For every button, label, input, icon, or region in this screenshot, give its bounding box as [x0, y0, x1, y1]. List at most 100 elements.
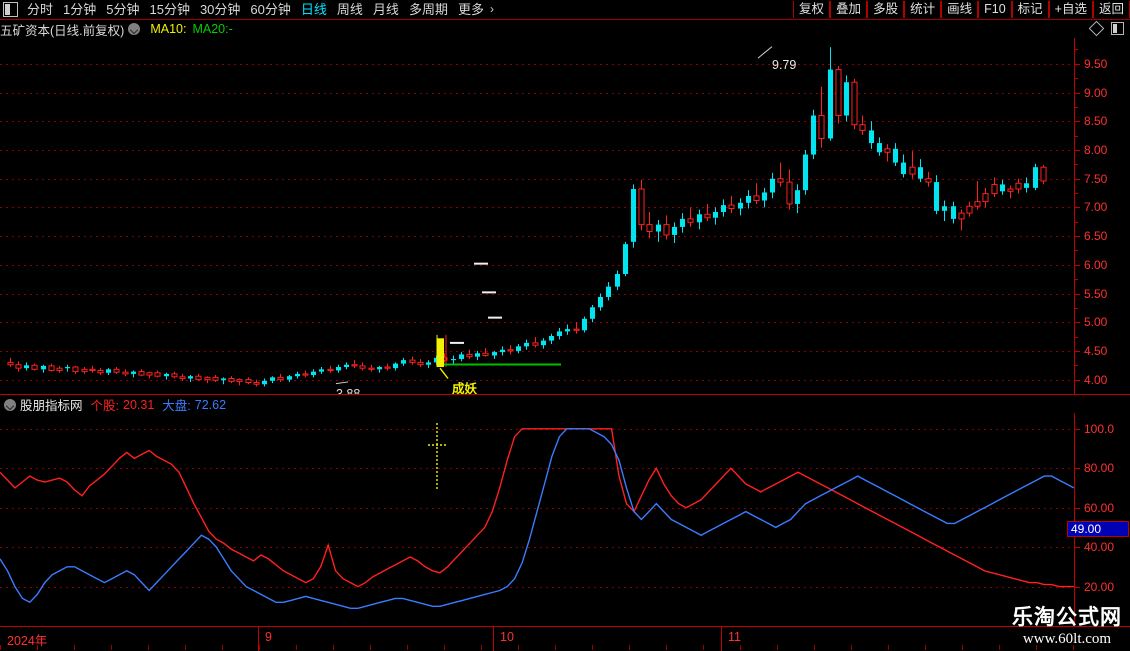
date-axis-tick	[814, 645, 815, 650]
watermark-url: www.60lt.com	[1022, 631, 1112, 647]
candlestick-plot[interactable]: 9.79 3.88 成妖 S 榜涨	[0, 38, 1074, 394]
date-axis-tick	[518, 645, 519, 650]
date-axis-tick	[999, 645, 1000, 650]
price-axis-minor-tick	[1075, 250, 1078, 251]
toolbar-button-标记[interactable]: 标记	[1011, 1, 1049, 18]
high-price-annotation: 9.79	[772, 58, 797, 72]
indicator-panel: 股朋指标网 个股: 20.31 大盘: 72.62 49.00 100.0 80.…	[0, 394, 1130, 626]
date-axis-tick	[222, 645, 223, 650]
ma20-value: -	[228, 22, 233, 36]
chevron-down-circle-icon[interactable]	[4, 398, 16, 411]
current-value-badge: 49.00	[1067, 521, 1129, 538]
timeframe-5[interactable]: 30分钟	[199, 2, 241, 17]
date-axis-tick	[37, 645, 38, 650]
indicator-axis-tick	[1075, 429, 1080, 430]
price-axis-minor-tick	[1075, 308, 1078, 309]
date-axis-tick	[148, 645, 149, 650]
date-separator	[493, 627, 494, 651]
price-tick-label: 9.00	[1084, 85, 1108, 100]
date-axis-tick	[296, 645, 297, 650]
timeframe-2[interactable]: 1分钟	[63, 2, 97, 17]
panel-split-icon[interactable]	[3, 2, 18, 17]
date-axis-tick	[111, 645, 112, 650]
date-axis-tick	[185, 645, 186, 650]
toolbar-button-统计[interactable]: 统计	[904, 1, 942, 18]
indicator-axis-tick	[1075, 587, 1080, 588]
watermark-title: 乐淘公式网	[1012, 606, 1122, 629]
timeframe-3[interactable]: 5分钟	[106, 2, 140, 17]
price-axis-minor-tick	[1075, 294, 1078, 295]
toolbar-button-多股[interactable]: 多股	[867, 1, 905, 18]
timeframe-4[interactable]: 15分钟	[149, 2, 190, 17]
timeframe-6[interactable]: 60分钟	[250, 2, 291, 17]
price-axis-minor-tick	[1075, 207, 1078, 208]
date-axis-tick	[555, 645, 556, 650]
toolbar-button-画线[interactable]: 画线	[941, 1, 979, 18]
indicator-series2-label: 大盘:	[162, 399, 191, 413]
date-axis-tick	[888, 645, 889, 650]
toolbar-button-复权[interactable]: 复权	[793, 1, 831, 18]
price-tick-label: 5.50	[1084, 286, 1108, 301]
indicator-tick-label: 100.0	[1084, 421, 1115, 436]
date-axis-tick	[333, 645, 334, 650]
date-axis-tick	[925, 645, 926, 650]
price-tick-label: 5.00	[1084, 315, 1108, 330]
toolbar-button-叠加[interactable]: 叠加	[830, 1, 868, 18]
price-axis-minor-tick	[1075, 265, 1078, 266]
diamond-icon[interactable]	[1088, 20, 1105, 37]
price-tick-label: 7.00	[1084, 200, 1108, 215]
date-axis-tick	[1036, 645, 1037, 650]
timeframe-9[interactable]: 月线	[372, 2, 399, 17]
panel-split-icon[interactable]	[1111, 22, 1124, 35]
indicator-tick-label: 80.00	[1084, 461, 1115, 476]
timeframe-7[interactable]: 日线	[300, 2, 327, 17]
chevron-right-icon[interactable]: ›	[489, 2, 494, 16]
indicator-axis-tick	[1075, 468, 1080, 469]
price-axis-minor-tick	[1075, 222, 1078, 223]
ma10-label: MA10:	[150, 22, 187, 36]
price-axis-minor-tick	[1075, 179, 1078, 180]
price-axis-minor-tick	[1075, 380, 1078, 381]
date-label: 10	[500, 630, 514, 644]
price-axis-minor-tick	[1075, 164, 1078, 165]
indicator-svg	[0, 423, 1074, 610]
date-axis-tick	[740, 645, 741, 650]
indicator-tick-label: 40.00	[1084, 540, 1115, 555]
price-axis-minor-tick	[1075, 107, 1078, 108]
toolbar-button-+自选[interactable]: +自选	[1048, 1, 1093, 18]
low-price-annotation: 3.88	[336, 387, 361, 394]
price-axis-minor-tick	[1075, 322, 1078, 323]
toolbar-button-返回[interactable]: 返回	[1092, 1, 1130, 18]
price-tick-label: 9.50	[1084, 56, 1108, 71]
price-axis-minor-tick	[1075, 236, 1078, 237]
timeframe-8[interactable]: 周线	[336, 2, 363, 17]
timeframe-1[interactable]: 分时	[27, 2, 54, 17]
date-label: 9	[265, 630, 272, 644]
price-chart-panel: 五矿资本(日线.前复权) MA10: MA20: - 9.79 3.88 成妖 …	[0, 20, 1130, 394]
date-separator	[258, 627, 259, 651]
price-axis-minor-tick	[1075, 136, 1078, 137]
price-y-axis: 9.50 9.00 8.50 8.00 7.50 7.00 6.50 6.00 5.50 5.00…	[1074, 38, 1130, 394]
date-axis-tick	[407, 645, 408, 650]
toolbar-button-F10[interactable]: F10	[978, 1, 1012, 18]
indicator-series2-value: 72.62	[194, 397, 227, 412]
chevron-down-circle-icon[interactable]	[128, 23, 141, 35]
price-tick-label: 4.50	[1084, 343, 1108, 358]
watermark: 乐淘公式网 www.60lt.com	[1012, 606, 1122, 648]
price-axis-minor-tick	[1075, 279, 1078, 280]
price-tick-label: 8.50	[1084, 114, 1108, 129]
stock-title: 五矿资本(日线.前复权)	[0, 23, 125, 38]
date-axis-tick	[592, 645, 593, 650]
date-axis-tick	[0, 645, 1, 650]
indicator-panel-header: 股朋指标网 个股: 20.31 大盘: 72.62	[0, 396, 226, 413]
price-axis-minor-tick	[1075, 193, 1078, 194]
price-axis-minor-tick	[1075, 351, 1078, 352]
price-tick-label: 4.00	[1084, 372, 1108, 387]
indicator-plot[interactable]	[0, 413, 1074, 626]
timeframe-10[interactable]: 多周期	[408, 2, 448, 17]
price-axis-minor-tick	[1075, 150, 1078, 151]
indicator-series1-label: 个股:	[90, 399, 119, 413]
price-tick-label: 6.00	[1084, 257, 1108, 272]
indicator-tick-label: 20.00	[1084, 579, 1115, 594]
timeframe-11[interactable]: 更多	[457, 2, 484, 17]
